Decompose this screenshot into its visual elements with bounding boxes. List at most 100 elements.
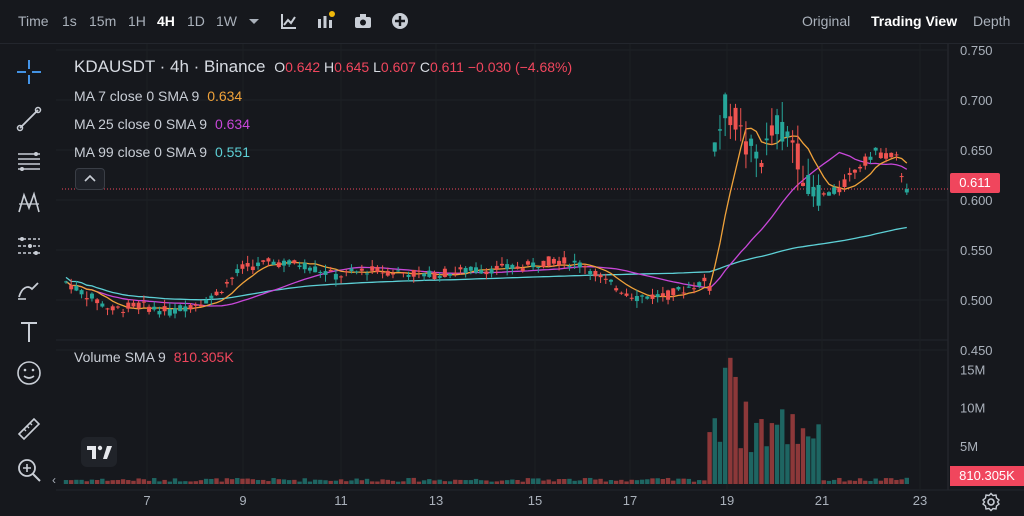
candle-body <box>313 266 318 273</box>
tradingview-logo[interactable] <box>81 437 117 467</box>
chevron-down-icon[interactable] <box>244 11 264 31</box>
candle-body <box>785 131 790 138</box>
price-tick-label: 0.700 <box>960 93 993 108</box>
volume-bar <box>318 479 323 484</box>
last-price-badge: 0.611 <box>950 173 1000 193</box>
volume-tick-label: 5M <box>960 439 978 454</box>
volume-bar <box>748 452 754 484</box>
volume-bar <box>837 477 842 484</box>
candle-body <box>577 262 582 268</box>
legend-collapse-button[interactable] <box>75 168 105 190</box>
candle-body <box>204 299 209 304</box>
volume-bar <box>390 480 396 484</box>
crosshair-icon[interactable] <box>16 59 42 85</box>
volume-bar <box>74 479 79 484</box>
interval-1d[interactable]: 1D <box>187 13 205 29</box>
interval-1h[interactable]: 1H <box>128 13 146 29</box>
volume-bar <box>172 478 178 484</box>
candle-body <box>515 266 520 269</box>
volume-bar <box>364 478 370 484</box>
view-trading-view[interactable]: Trading View <box>871 13 958 29</box>
zoom-in-icon[interactable] <box>16 457 42 483</box>
volume-bar <box>380 479 385 484</box>
volume-bar <box>712 418 717 484</box>
interval-4h[interactable]: 4H <box>157 13 175 29</box>
emoji-icon[interactable] <box>16 360 42 386</box>
volume-bar <box>728 357 733 484</box>
volume-bar <box>297 481 302 484</box>
volume-bar <box>639 479 645 484</box>
volume-bar <box>261 479 266 484</box>
volume-bar <box>608 480 614 484</box>
add-icon[interactable] <box>390 11 410 31</box>
candle-body <box>868 156 873 160</box>
candle-body <box>287 260 292 265</box>
candle-body <box>157 311 162 315</box>
ma7-legend[interactable]: MA 7 close 0 SMA 9 0.634 <box>74 88 243 104</box>
candle-body <box>370 266 375 271</box>
trend-line-icon[interactable] <box>16 106 42 132</box>
volume-bar <box>421 480 427 484</box>
fib-icon[interactable] <box>16 149 42 175</box>
ma99-legend[interactable]: MA 99 close 0 SMA 9 0.551 <box>74 144 251 160</box>
candle-body <box>214 291 219 296</box>
candle-body <box>100 303 105 307</box>
volume-bar <box>183 481 188 484</box>
candle-body <box>468 266 473 271</box>
candle-body <box>624 293 629 296</box>
candle-body <box>178 305 183 312</box>
interval-1s[interactable]: 1s <box>62 13 77 29</box>
settings-gear-icon[interactable] <box>981 492 1001 512</box>
candle-body <box>463 267 468 274</box>
collapse-toolbar-icon[interactable]: ‹ <box>52 473 56 487</box>
volume-bar <box>447 481 453 484</box>
volume-bar <box>899 479 904 484</box>
volume-bar <box>702 480 707 484</box>
volume-bar <box>463 480 468 484</box>
camera-icon[interactable] <box>353 11 373 31</box>
brush-icon[interactable] <box>16 277 42 303</box>
candle-body <box>297 265 302 267</box>
candle-body <box>593 271 598 277</box>
candle-body <box>359 268 364 271</box>
volume-bar <box>624 481 629 484</box>
volume-bar <box>691 481 697 484</box>
ma25-legend[interactable]: MA 25 close 0 SMA 9 0.634 <box>74 116 251 132</box>
time-label[interactable]: Time <box>18 13 49 29</box>
candle-body <box>681 292 686 294</box>
candle-body <box>250 266 255 271</box>
view-depth[interactable]: Depth <box>973 13 1011 29</box>
volume-bar <box>686 478 692 484</box>
interval-1w[interactable]: 1W <box>216 13 237 29</box>
volume-bar <box>494 481 499 484</box>
candle-body <box>256 262 261 267</box>
pattern-icon[interactable] <box>16 190 42 216</box>
candle-body <box>686 286 691 288</box>
candle-body <box>105 308 110 310</box>
volume-bar <box>255 480 261 484</box>
view-original[interactable]: Original <box>802 13 851 29</box>
prediction-icon[interactable] <box>16 234 42 260</box>
candle-body <box>437 276 442 278</box>
volume-bar <box>338 479 344 484</box>
volume-legend[interactable]: Volume SMA 9 810.305K <box>74 349 234 365</box>
candle-body <box>422 273 427 277</box>
candle-body <box>448 273 453 276</box>
volume-bar <box>722 367 728 484</box>
volume-bar <box>333 480 339 484</box>
ruler-icon[interactable] <box>16 416 42 442</box>
candle-body <box>557 260 562 266</box>
chart-type-icon[interactable] <box>279 11 299 31</box>
interval-15m[interactable]: 15m <box>89 13 117 29</box>
candle-body <box>385 270 390 276</box>
candle-body <box>152 306 157 310</box>
indicators-icon[interactable] <box>315 11 335 31</box>
candle-body <box>339 276 344 278</box>
volume-bar <box>375 481 380 484</box>
price-tick-label: 0.600 <box>960 193 993 208</box>
candle-body <box>141 301 146 303</box>
candle-body <box>406 274 411 277</box>
volume-bar <box>504 480 510 484</box>
text-icon[interactable] <box>16 319 42 345</box>
